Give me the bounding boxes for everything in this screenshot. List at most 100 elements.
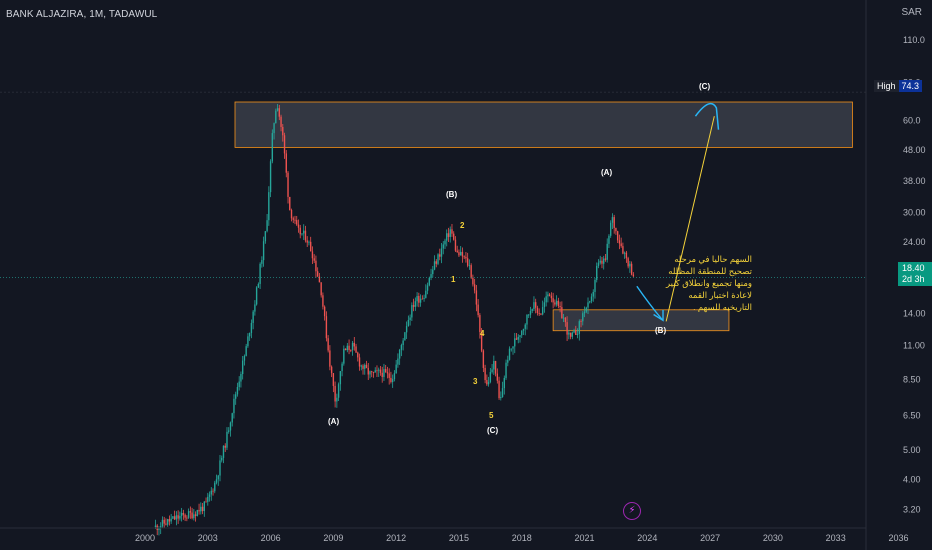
candle <box>590 293 593 304</box>
candle-body <box>229 422 232 431</box>
candle-body <box>405 326 408 333</box>
candle-body <box>550 295 553 299</box>
candle-body <box>357 352 359 358</box>
candle-body <box>179 515 181 519</box>
candle <box>418 292 420 308</box>
candle <box>285 150 287 178</box>
candle-body <box>198 510 200 512</box>
price-tick-label: 30.00 <box>903 207 926 217</box>
candle <box>629 260 631 273</box>
candle-body <box>364 364 366 369</box>
candle <box>519 335 521 343</box>
candle-body <box>514 338 516 347</box>
candle <box>522 328 525 336</box>
candle-body <box>252 311 254 323</box>
candle <box>400 343 403 357</box>
price-tick-label: 110.0 <box>903 35 925 45</box>
candle-body <box>526 314 528 325</box>
candle-body <box>194 514 197 516</box>
wave-label-3: 3 <box>473 377 478 386</box>
candle-body <box>234 394 237 399</box>
candle <box>411 302 413 321</box>
candle <box>440 243 443 264</box>
wave-label-B2: (B) <box>655 326 667 335</box>
candle <box>290 208 293 222</box>
candle-body <box>289 196 291 210</box>
candle-body <box>250 322 253 333</box>
price-axis[interactable]: 110.080.060.048.0038.0030.0024.0018.0014… <box>865 0 926 550</box>
candle <box>194 511 197 522</box>
candle-body <box>629 263 631 267</box>
candle <box>315 255 317 278</box>
candle-body <box>365 364 368 368</box>
candle-body <box>397 358 399 365</box>
candle-body <box>534 302 537 308</box>
candle-body <box>587 302 589 308</box>
time-tick-label: 2012 <box>386 533 406 543</box>
time-axis[interactable]: 2000 2003 2006 2009 2012 2015 2018 2021 2024 2027… <box>0 527 908 543</box>
candle <box>407 315 410 327</box>
candle-body <box>200 506 202 512</box>
candle <box>330 365 333 378</box>
candle-body <box>597 262 600 266</box>
candle-body <box>522 328 525 331</box>
candle-body <box>201 506 204 512</box>
candle <box>165 518 167 526</box>
candle <box>594 278 596 299</box>
candle-body <box>519 335 521 337</box>
candle-body <box>453 233 455 240</box>
candle-body <box>255 287 258 305</box>
candle <box>419 294 422 307</box>
candle <box>515 333 518 341</box>
candle <box>217 474 219 486</box>
candle-body <box>208 494 211 497</box>
candle-body <box>425 290 427 298</box>
candle-body <box>219 460 221 476</box>
candle <box>323 305 326 321</box>
candle-body <box>318 276 321 283</box>
candle-body <box>186 517 188 519</box>
wave-label-A1: (A) <box>328 417 340 426</box>
candle-body <box>623 252 626 254</box>
candle <box>388 368 390 385</box>
candle <box>357 351 359 362</box>
candle <box>571 331 574 340</box>
candle-body <box>423 297 425 299</box>
high-tag-value: 74.3 <box>898 80 923 92</box>
candle-body <box>196 510 199 516</box>
time-tick-label: 2033 <box>826 533 846 543</box>
candle-body <box>461 251 464 257</box>
candle <box>369 370 371 379</box>
candle-body <box>261 260 263 264</box>
lightning-icon[interactable]: ⚡ <box>623 502 641 520</box>
candle-body <box>432 269 434 275</box>
candle <box>589 300 591 304</box>
candle <box>283 132 286 159</box>
candle <box>180 507 183 522</box>
candle-body <box>316 271 319 277</box>
candle-body <box>510 348 512 350</box>
candle <box>505 359 507 380</box>
candle-body <box>343 348 345 364</box>
candle <box>198 503 200 515</box>
candle-body <box>358 357 361 367</box>
candle-body <box>449 229 451 237</box>
price-tick-label: 11.00 <box>903 341 925 351</box>
candle <box>534 298 537 314</box>
candle-body <box>278 108 281 117</box>
candle <box>254 300 256 316</box>
candle <box>463 255 465 260</box>
candle <box>248 332 251 341</box>
candle-body <box>322 295 324 307</box>
candle-body <box>528 314 530 316</box>
candle-body <box>493 360 495 370</box>
candle <box>336 393 338 408</box>
candle <box>561 301 563 319</box>
candle-body <box>240 374 242 382</box>
candle-body <box>465 256 467 259</box>
candle <box>603 255 605 270</box>
candle <box>264 230 267 244</box>
candle-body <box>334 385 336 402</box>
candle <box>562 313 565 322</box>
